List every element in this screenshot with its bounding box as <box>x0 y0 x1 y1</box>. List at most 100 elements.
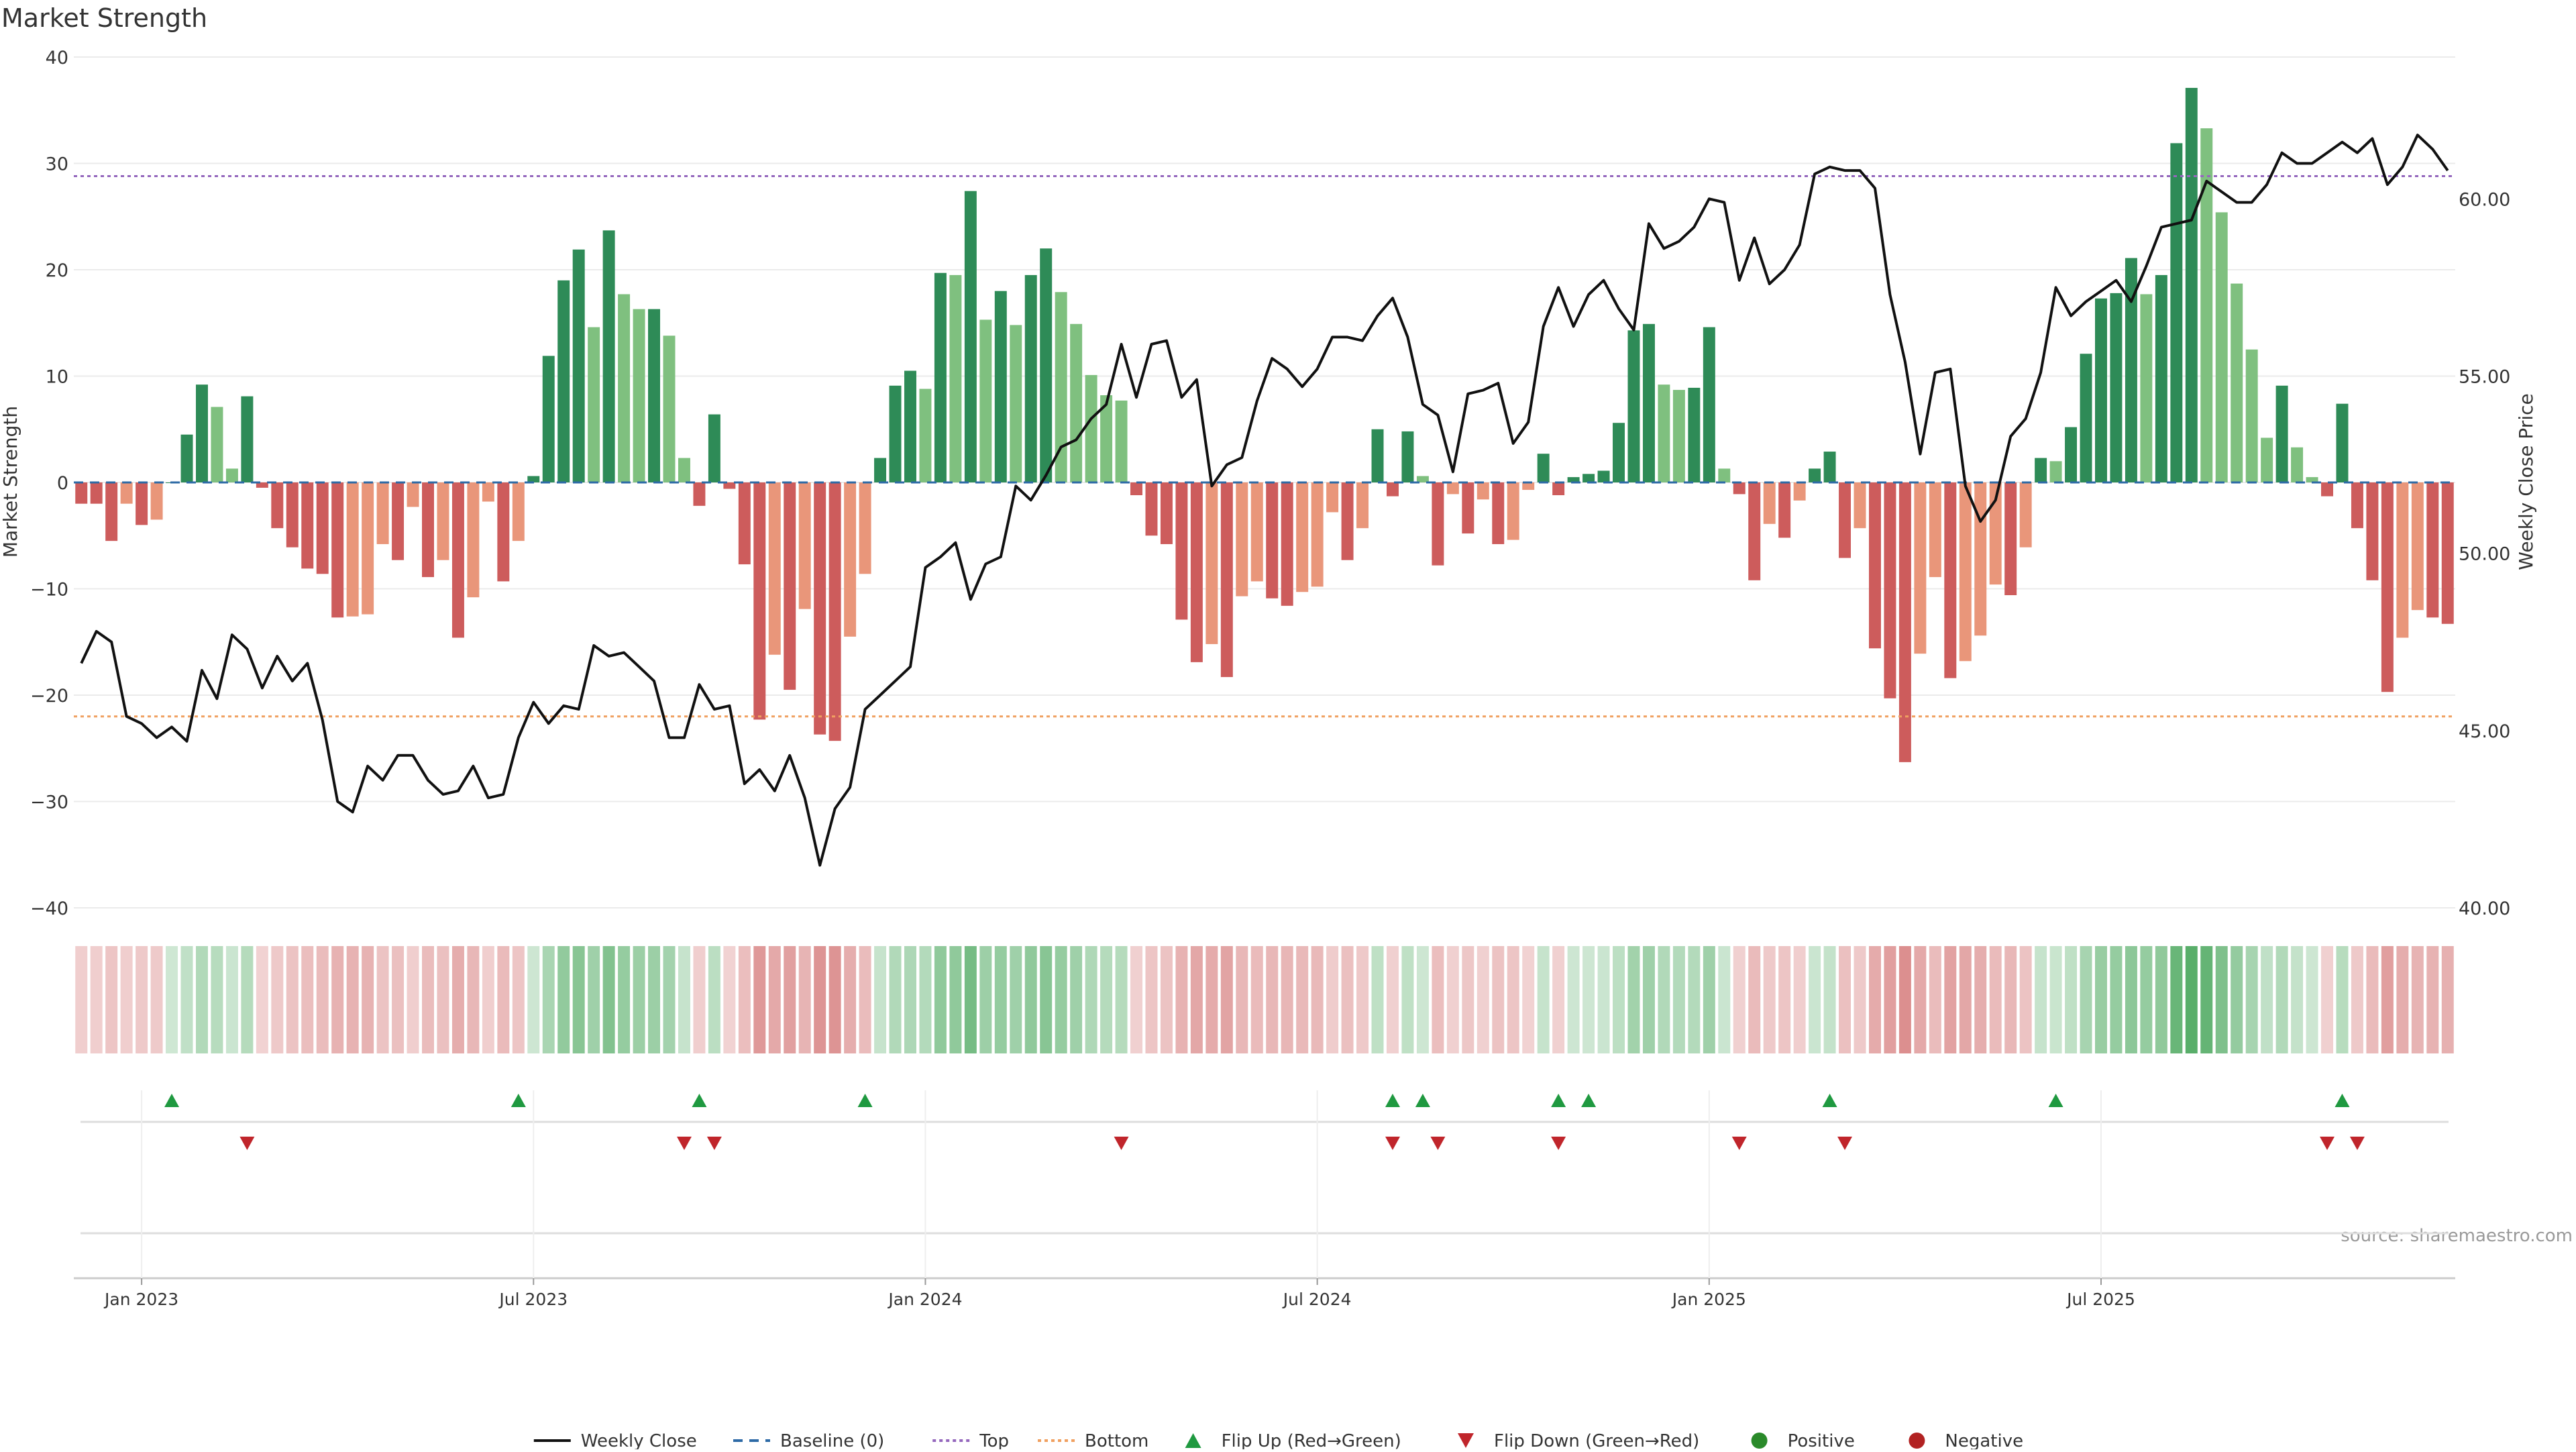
heat-cell <box>1401 946 1414 1053</box>
legend-swatch-dot <box>1909 1433 1925 1449</box>
strength-bar <box>2426 482 2439 618</box>
strength-bar <box>1175 482 1188 620</box>
x-tick-label: Jul 2023 <box>498 1290 568 1309</box>
heat-cell <box>1386 946 1399 1053</box>
flip-down-marker <box>706 1137 722 1150</box>
flip-up-marker <box>2048 1094 2063 1107</box>
y2-axis-ticks: 40.00 45.00 50.00 55.00 60.00 <box>2459 189 2510 919</box>
heat-cell <box>1040 946 1053 1053</box>
heat-cell <box>1642 946 1655 1053</box>
heat-cell <box>2306 946 2318 1053</box>
strength-bar <box>1416 476 1429 482</box>
strength-bar <box>256 482 268 488</box>
heat-cell <box>1658 946 1670 1053</box>
strength-bar <box>1778 482 1791 538</box>
flip-down-marker <box>1430 1137 1446 1150</box>
strength-bar <box>1672 390 1685 482</box>
strength-bar <box>1959 482 1972 662</box>
y-tick-label: −20 <box>30 686 68 707</box>
heat-cell <box>225 946 238 1053</box>
strength-bar <box>1703 327 1715 482</box>
strength-bar <box>150 482 163 520</box>
heat-cell <box>1356 946 1369 1053</box>
strength-bar <box>1552 482 1565 496</box>
heat-cell <box>1854 946 1866 1053</box>
y-axis-label: Market Strength <box>0 406 21 558</box>
heat-cell <box>136 946 148 1053</box>
strength-bars <box>75 87 2454 762</box>
heat-cell <box>1989 946 2002 1053</box>
heat-cell <box>451 946 464 1053</box>
strength-bar <box>1597 470 1610 482</box>
strength-bar <box>1884 482 1896 698</box>
strength-bar <box>180 434 193 482</box>
heat-cell <box>618 946 631 1053</box>
strength-bar <box>1839 482 1851 558</box>
strength-bar <box>2170 143 2183 482</box>
heat-cell <box>663 946 676 1053</box>
heat-cell <box>1944 946 1957 1053</box>
heat-cell <box>994 946 1007 1053</box>
y2-tick-label: 55.00 <box>2459 367 2510 388</box>
strength-bar <box>2245 349 2258 482</box>
heat-cell <box>211 946 223 1053</box>
heat-cell <box>1085 946 1097 1053</box>
strength-bar <box>407 482 419 507</box>
heat-cell <box>678 946 690 1053</box>
heat-cell <box>814 946 826 1053</box>
heat-cell <box>1281 946 1293 1053</box>
heat-cell <box>784 946 796 1053</box>
heat-cell <box>1115 946 1128 1053</box>
strength-heat-strip <box>75 946 2454 1053</box>
heat-cell <box>2004 946 2017 1053</box>
flip-down-marker <box>2349 1137 2365 1150</box>
y2-axis-label: Weekly Close Price <box>2515 393 2537 570</box>
heat-cell <box>1627 946 1640 1053</box>
heat-cell <box>1884 946 1896 1053</box>
strength-bar <box>828 482 841 741</box>
strength-bar <box>1537 454 1550 482</box>
heat-cell <box>2049 946 2062 1053</box>
y-tick-label: 0 <box>57 473 68 494</box>
heat-cell <box>1371 946 1384 1053</box>
strength-bar <box>1733 482 1746 495</box>
legend-swatch-dot <box>1751 1433 1768 1449</box>
strength-bar <box>2291 447 2304 482</box>
strength-bar <box>2125 258 2137 482</box>
y-tick-label: −40 <box>30 898 68 919</box>
legend-label: Flip Down (Green→Red) <box>1494 1431 1699 1449</box>
strength-bar <box>211 407 223 482</box>
strength-bar <box>241 396 254 482</box>
strength-bar <box>497 482 510 582</box>
strength-bar <box>376 482 389 544</box>
heat-cell <box>2035 946 2047 1053</box>
strength-bar <box>1718 468 1731 482</box>
heat-cell <box>437 946 449 1053</box>
heat-cell <box>693 946 706 1053</box>
heat-cell <box>2110 946 2123 1053</box>
strength-bar <box>1658 384 1670 482</box>
heat-cell <box>904 946 916 1053</box>
strength-bar <box>136 482 148 525</box>
strength-bar <box>2336 403 2349 482</box>
heat-cell <box>949 946 962 1053</box>
strength-bar <box>2019 482 2032 548</box>
heat-cell <box>1341 946 1354 1053</box>
heat-cell <box>1205 946 1218 1053</box>
heat-cell <box>557 946 570 1053</box>
strength-bar <box>2381 482 2394 692</box>
y-tick-label: −30 <box>30 792 68 813</box>
strength-bar <box>648 309 661 482</box>
strength-bar <box>75 482 88 504</box>
heat-cell <box>1492 946 1505 1053</box>
legend-label: Negative <box>1945 1431 2023 1449</box>
strength-bar <box>1944 482 1957 678</box>
strength-bar <box>1446 482 1459 495</box>
flip-down-marker <box>1385 1137 1400 1150</box>
heat-cell <box>1748 946 1761 1053</box>
heat-cell <box>482 946 494 1053</box>
heat-cell <box>346 946 359 1053</box>
heat-cell <box>256 946 268 1053</box>
heat-cell <box>828 946 841 1053</box>
